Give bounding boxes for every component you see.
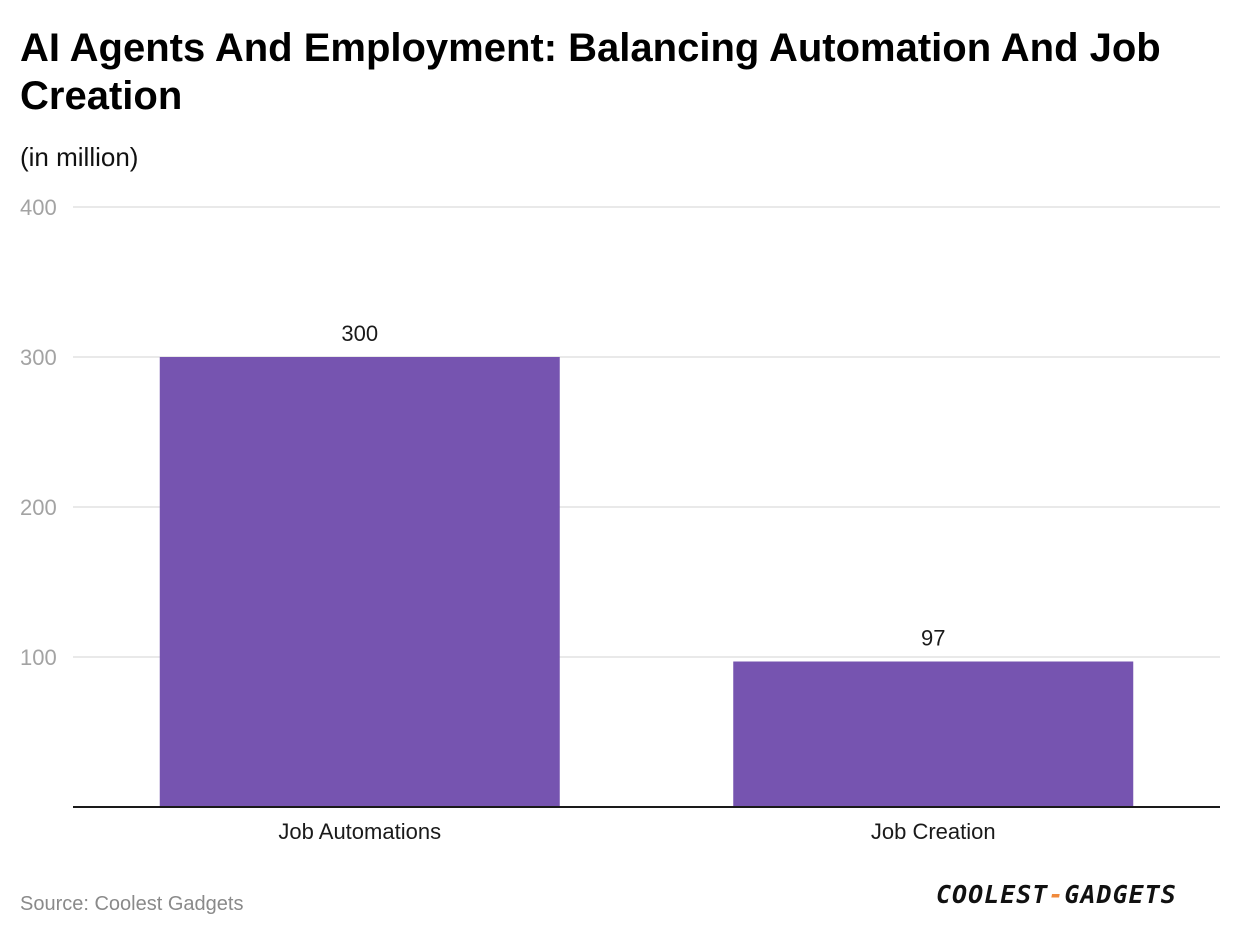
data-label-job-creation: 97	[921, 626, 945, 651]
y-tick-label-400: 400	[20, 195, 57, 220]
chart-subtitle: (in million)	[20, 142, 139, 172]
y-tick-label-200: 200	[20, 495, 57, 520]
y-tick-label-100: 100	[20, 645, 57, 670]
source-note: Source: Coolest Gadgets	[20, 893, 244, 915]
y-tick-label-300: 300	[20, 345, 57, 370]
chart-title: AI Agents And Employment: Balancing Auto…	[20, 26, 1161, 118]
x-axis-categories: Job Automations Job Creation	[278, 819, 995, 844]
bar-job-creation	[733, 661, 1134, 807]
data-labels: 300 97	[341, 321, 945, 651]
bar-job-automations	[159, 357, 560, 807]
brand-logo: COOLEST-GADGETS	[936, 880, 1177, 909]
bars	[159, 357, 1134, 807]
x-tick-label-job-automations: Job Automations	[278, 819, 441, 844]
x-tick-label-job-creation: Job Creation	[871, 819, 996, 844]
logo-text-left: COOLEST	[936, 880, 1049, 909]
logo-text-right: GADGETS	[1064, 880, 1177, 909]
data-label-job-automations: 300	[341, 321, 378, 346]
logo-dash: -	[1048, 880, 1065, 909]
y-axis-ticks: 100 200 300 400	[20, 195, 57, 670]
